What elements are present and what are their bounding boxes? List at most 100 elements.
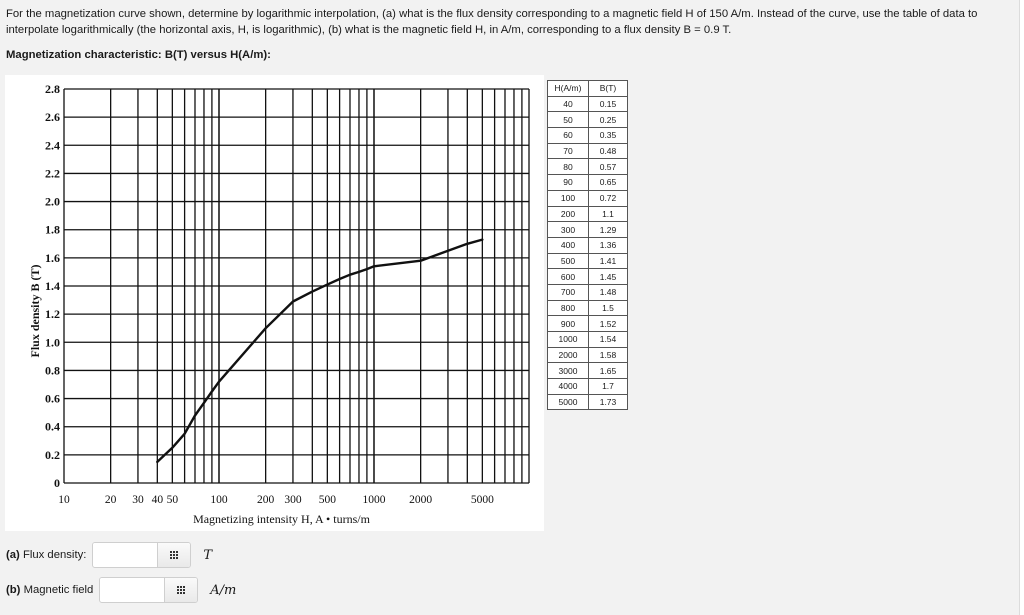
table-header-row: H(A/m) B(T) bbox=[547, 80, 628, 97]
cell-h: 40 bbox=[547, 95, 589, 113]
cell-b: 0.35 bbox=[588, 127, 628, 144]
bh-data-table: H(A/m) B(T) 40 0.15 50 0.25 60 0.35 70 0.48 80 0.… bbox=[547, 80, 628, 411]
table-row: 3000 1.65 bbox=[547, 362, 628, 380]
y-tick-label: 1.8 bbox=[45, 223, 60, 237]
table-row: 300 1.29 bbox=[547, 221, 628, 238]
answer-row-b: (b) Magnetic field A/m bbox=[6, 577, 236, 603]
x-tick-label: 100 bbox=[210, 494, 228, 506]
cell-b: 0.25 bbox=[588, 111, 628, 129]
x-tick-label: 10 bbox=[58, 494, 70, 506]
y-tick-label: 2.2 bbox=[45, 166, 60, 180]
table-row: 2000 1.58 bbox=[547, 346, 628, 364]
x-tick-label: 200 bbox=[257, 494, 275, 506]
magnetization-chart: 0 0.2 0.4 0.6 0.8 1.0 1.2 1.4 1.6 1.8 2.0 2.2 2.4 2.6… bbox=[5, 75, 544, 531]
table-row: 700 1.48 bbox=[547, 283, 628, 301]
cell-h: 4000 bbox=[547, 378, 589, 395]
cell-h: 100 bbox=[547, 189, 589, 207]
magnetic-field-input[interactable] bbox=[100, 578, 165, 600]
table-row: 900 1.52 bbox=[547, 315, 628, 332]
y-tick-label: 1.0 bbox=[45, 335, 60, 349]
cell-h: 2000 bbox=[547, 346, 589, 364]
cell-b: 1.1 bbox=[588, 205, 628, 223]
table-row: 5000 1.73 bbox=[547, 393, 628, 411]
answer-row-a: (a) Flux density: T bbox=[6, 542, 212, 568]
table-row: 70 0.48 bbox=[547, 142, 628, 160]
answer-b-label: (b) Magnetic field bbox=[6, 584, 93, 596]
table-row: 500 1.41 bbox=[547, 252, 628, 270]
flux-density-unit: T bbox=[203, 547, 213, 563]
cell-h: 5000 bbox=[547, 393, 589, 411]
keypad-icon bbox=[170, 551, 179, 559]
y-tick-label: 0.6 bbox=[45, 392, 60, 406]
cell-h: 600 bbox=[547, 268, 589, 285]
table-row: 60 0.35 bbox=[547, 127, 628, 144]
table-row: 80 0.57 bbox=[547, 158, 628, 176]
answer-b-text: Magnetic field bbox=[20, 584, 94, 596]
cell-b: 1.48 bbox=[588, 283, 628, 301]
flux-density-input[interactable] bbox=[93, 543, 158, 565]
cell-h: 50 bbox=[547, 111, 589, 129]
cell-b: 1.29 bbox=[588, 221, 628, 238]
answer-b-prefix: (b) bbox=[6, 584, 21, 596]
chart-subtitle: Magnetization characteristic: B(T) versu… bbox=[6, 49, 271, 61]
x-tick-label: 2000 bbox=[409, 494, 432, 506]
x-axis-label: Magnetizing intensity H, A • turns/m bbox=[193, 512, 371, 526]
cell-h: 90 bbox=[547, 174, 589, 191]
table-row: 1000 1.54 bbox=[547, 331, 628, 348]
header-h: H(A/m) bbox=[547, 80, 589, 97]
cell-b: 1.41 bbox=[588, 252, 628, 270]
table-row: 400 1.36 bbox=[547, 236, 628, 254]
cell-b: 0.48 bbox=[588, 142, 628, 160]
table-row: 50 0.25 bbox=[547, 111, 628, 129]
x-tick-label: 20 bbox=[105, 494, 117, 506]
y-tick-label: 0 bbox=[54, 476, 60, 490]
y-tick-label: 0.2 bbox=[45, 448, 60, 462]
magnetic-field-keypad-button[interactable] bbox=[164, 578, 198, 602]
cell-b: 1.52 bbox=[588, 315, 628, 332]
y-tick-label: 1.6 bbox=[45, 251, 60, 265]
y-tick-label: 2.4 bbox=[45, 138, 60, 152]
cell-h: 80 bbox=[547, 158, 589, 176]
y-tick-label: 0.4 bbox=[45, 420, 60, 434]
cell-h: 400 bbox=[547, 236, 589, 254]
table-row: 40 0.15 bbox=[547, 95, 628, 113]
header-b: B(T) bbox=[588, 80, 628, 97]
cell-h: 900 bbox=[547, 315, 589, 332]
answer-a-prefix: (a) bbox=[6, 549, 20, 561]
x-tick-label: 300 bbox=[284, 494, 302, 506]
table-row: 600 1.45 bbox=[547, 268, 628, 285]
cell-h: 60 bbox=[547, 127, 589, 144]
cell-b: 1.58 bbox=[588, 346, 628, 364]
table-row: 200 1.1 bbox=[547, 205, 628, 223]
table-body: 40 0.15 50 0.25 60 0.35 70 0.48 80 0.57 90 0.65 100 0… bbox=[547, 95, 628, 411]
cell-h: 500 bbox=[547, 252, 589, 270]
cell-b: 1.36 bbox=[588, 236, 628, 254]
y-tick-label: 2.8 bbox=[45, 82, 60, 96]
bh-curve-line bbox=[156, 238, 484, 464]
cell-b: 1.73 bbox=[588, 393, 628, 411]
table-row: 4000 1.7 bbox=[547, 378, 628, 395]
y-tick-label: 1.2 bbox=[45, 307, 60, 321]
cell-b: 1.5 bbox=[588, 299, 628, 317]
cell-b: 1.65 bbox=[588, 362, 628, 380]
flux-density-keypad-button[interactable] bbox=[157, 543, 191, 567]
table-row: 100 0.72 bbox=[547, 189, 628, 207]
cell-h: 300 bbox=[547, 221, 589, 238]
question-text: For the magnetization curve shown, deter… bbox=[6, 8, 978, 36]
table-row: 800 1.5 bbox=[547, 299, 628, 317]
magnetic-field-input-group bbox=[99, 577, 199, 603]
answer-a-text: Flux density: bbox=[19, 549, 87, 561]
cell-b: 1.45 bbox=[588, 268, 628, 285]
cell-h: 70 bbox=[547, 142, 589, 160]
chart-svg: 0 0.2 0.4 0.6 0.8 1.0 1.2 1.4 1.6 1.8 2.0 2.2 2.4 2.6… bbox=[28, 82, 530, 526]
magnetic-field-unit: A/m bbox=[210, 582, 237, 598]
cell-b: 1.54 bbox=[588, 331, 628, 348]
cell-b: 0.65 bbox=[588, 174, 628, 191]
keypad-icon bbox=[177, 586, 186, 594]
cell-h: 200 bbox=[547, 205, 589, 223]
y-tick-label: 2.0 bbox=[45, 195, 60, 209]
y-tick-label: 1.4 bbox=[45, 279, 60, 293]
cell-h: 800 bbox=[547, 299, 589, 317]
flux-density-input-group bbox=[92, 542, 192, 568]
y-tick-label: 2.6 bbox=[45, 110, 60, 124]
